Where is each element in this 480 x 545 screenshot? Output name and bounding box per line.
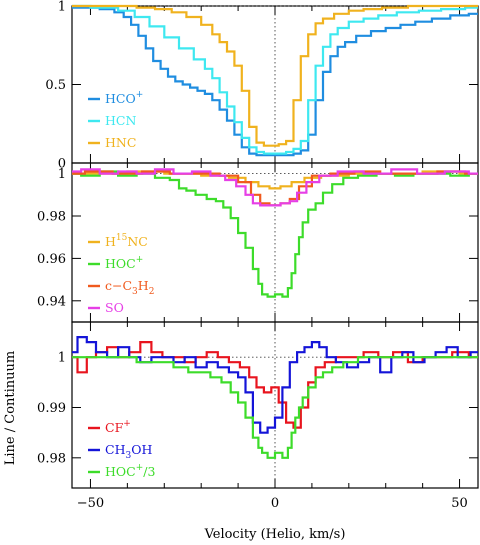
y-tick-label: 0.98: [37, 210, 66, 225]
legend-label: c−C3H2: [105, 278, 154, 297]
legend-label: HOC+: [105, 255, 143, 271]
series-line-hoc-: [72, 170, 478, 298]
x-axis-label: Velocity (Helio, km/s): [204, 527, 346, 542]
y-axis-label: Line / Continuum: [3, 351, 18, 465]
y-tick-label: 1: [58, 0, 66, 15]
y-tick-label: 0.98: [37, 451, 66, 466]
legend-label: HNC: [105, 135, 136, 150]
series-line-hoc-3: [72, 356, 478, 459]
series-line-hco-: [72, 6, 478, 157]
y-tick-label: 0.5: [45, 78, 66, 93]
y-tick-label: 0.99: [37, 401, 66, 416]
y-tick-label: 0.96: [37, 252, 66, 267]
legend-label: SO: [105, 300, 124, 315]
y-tick-label: 1: [58, 167, 66, 182]
panel-bottom: 0.98 0.99 1 −50 0 50 CF+ CH3OH HOC+/3: [37, 321, 479, 511]
legend-label: HCO+: [105, 90, 143, 106]
series-line-so: [72, 168, 478, 207]
x-tick-label: −50: [77, 496, 104, 511]
legend-label: H15NC: [105, 233, 148, 249]
series-line-hnc: [72, 4, 478, 147]
legend-label: CF+: [105, 419, 131, 435]
legend-label: HOC+/3: [105, 463, 155, 479]
y-tick-label: 1: [58, 351, 66, 366]
y-tick-label: 0: [58, 157, 66, 172]
series-line-hcn: [72, 4, 478, 155]
y-tick-label: 0.94: [37, 294, 66, 309]
legend-label: CH3OH: [105, 442, 152, 461]
legend-label: HCN: [105, 113, 136, 128]
panel-top: 0 0.5 1 HCO+ HCN HNC: [45, 0, 479, 172]
x-tick-label: 0: [271, 496, 279, 511]
panel-middle: 0.94 0.96 0.98 1 H15NC HOC+ c−C3H2 SO: [37, 162, 479, 323]
x-tick-label: 50: [451, 496, 468, 511]
